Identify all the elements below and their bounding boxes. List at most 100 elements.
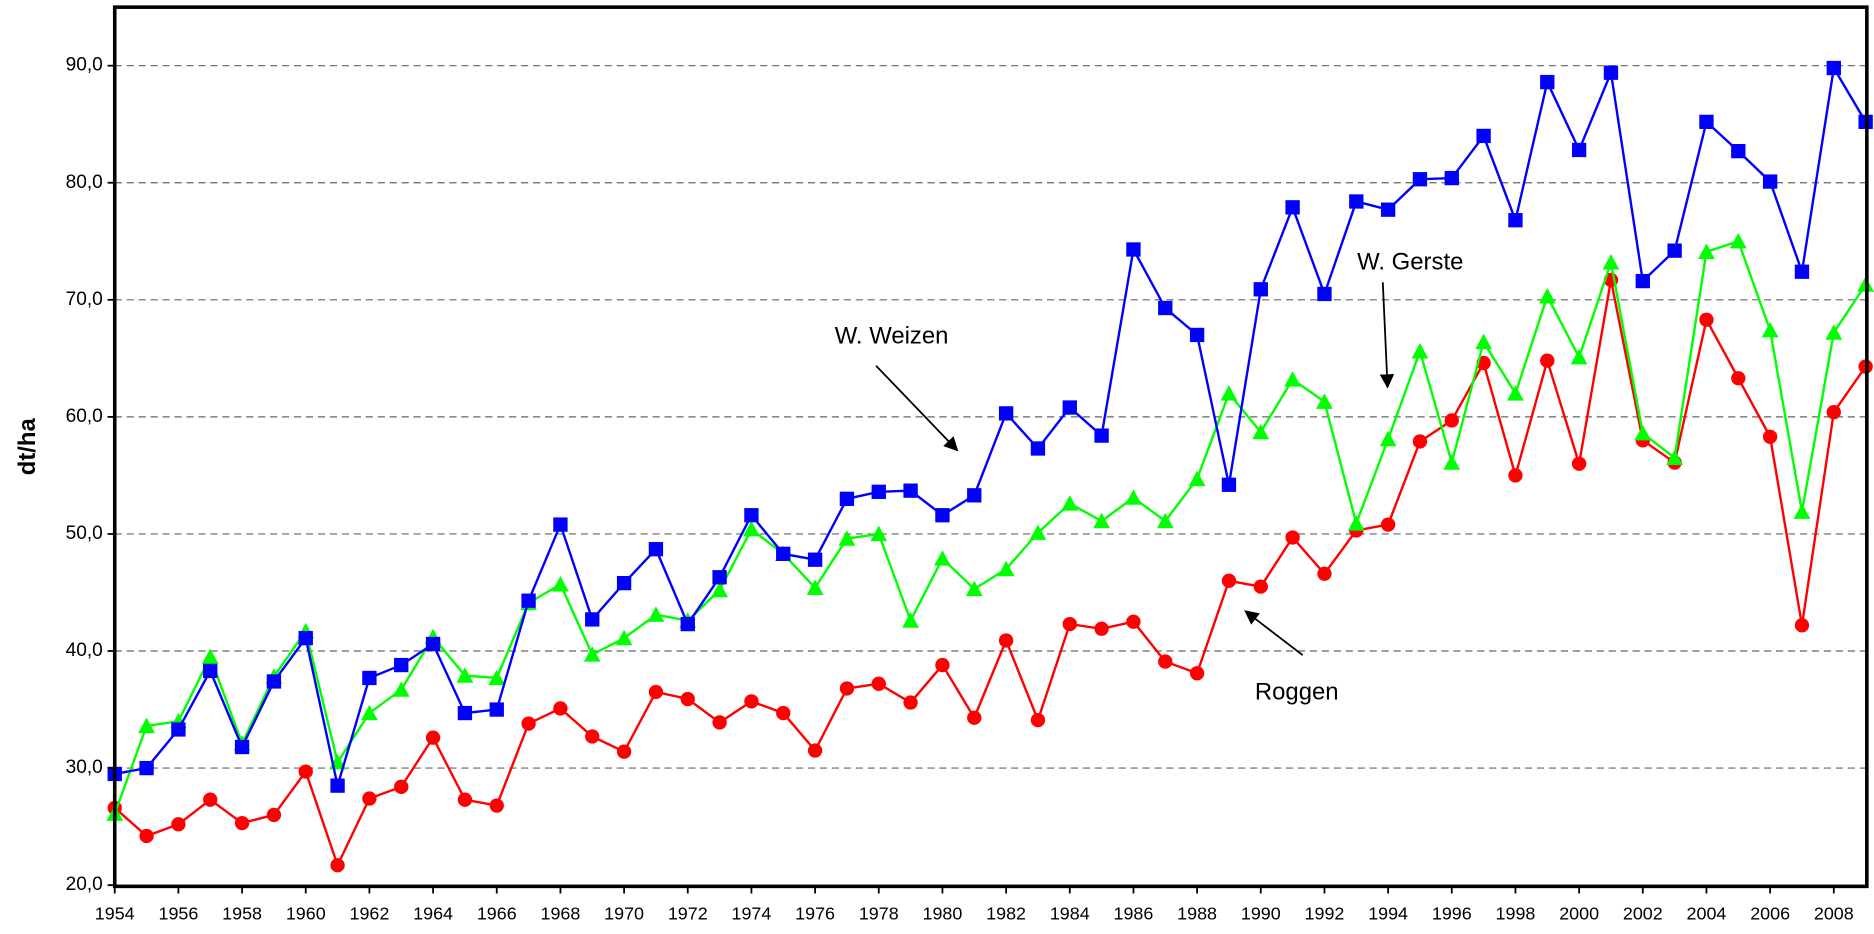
marker (1030, 441, 1046, 456)
marker (1540, 74, 1555, 90)
y-axis-label: dt/ha (14, 418, 41, 476)
marker (1603, 65, 1619, 80)
marker (1029, 524, 1047, 540)
marker (1347, 515, 1365, 531)
marker (330, 778, 345, 793)
marker (552, 575, 569, 592)
x-tick-label: 1970 (604, 904, 644, 924)
marker (902, 612, 919, 628)
x-tick-label: 1980 (923, 904, 963, 924)
x-tick-label: 1992 (1305, 904, 1345, 924)
marker (583, 646, 601, 662)
marker (521, 593, 536, 608)
x-tick-label: 2004 (1687, 904, 1727, 924)
marker (1540, 353, 1555, 368)
marker (456, 667, 474, 683)
marker (871, 484, 886, 499)
marker (616, 744, 632, 759)
marker (1729, 232, 1747, 249)
marker (1826, 60, 1841, 76)
marker (234, 739, 250, 755)
y-tick-label: 60,0 (66, 406, 103, 427)
y-tick-label: 50,0 (66, 523, 103, 544)
marker (839, 491, 855, 506)
marker (1666, 449, 1683, 466)
marker (1379, 430, 1397, 447)
marker (585, 729, 600, 744)
marker (680, 691, 695, 707)
y-tick-label: 40,0 (66, 640, 103, 661)
x-tick-label: 1976 (795, 904, 835, 924)
x-tick-label: 1998 (1496, 904, 1536, 924)
x-tick-label: 1988 (1177, 904, 1217, 924)
marker (648, 684, 664, 700)
marker (1476, 128, 1491, 144)
marker (1253, 579, 1268, 594)
marker (1188, 470, 1206, 487)
marker (776, 705, 791, 721)
plot (106, 60, 1874, 873)
marker (1062, 400, 1077, 415)
x-tick-label: 1966 (477, 904, 517, 924)
marker (680, 616, 695, 632)
marker (1699, 312, 1714, 327)
x-tick-label: 2006 (1750, 904, 1790, 924)
y-tick-label: 20,0 (66, 874, 103, 895)
marker (806, 579, 824, 595)
x-tick-label: 1996 (1432, 904, 1472, 924)
marker (553, 701, 568, 716)
x-tick-label: 1982 (986, 904, 1026, 924)
marker (935, 657, 950, 673)
marker (1158, 300, 1173, 316)
marker (1253, 282, 1268, 297)
y-tick-label: 70,0 (66, 289, 103, 310)
marker (615, 629, 633, 646)
marker (998, 633, 1014, 648)
annotation-arrow (1244, 610, 1304, 656)
marker (1220, 385, 1238, 401)
marker (1411, 342, 1429, 359)
marker (1699, 114, 1714, 130)
marker (997, 560, 1015, 577)
marker (1094, 621, 1109, 636)
marker (711, 581, 728, 598)
marker (1061, 495, 1079, 511)
x-tick-label: 2002 (1623, 904, 1663, 924)
marker (171, 817, 186, 832)
x-tick-label: 1984 (1050, 904, 1090, 924)
marker (1221, 477, 1237, 492)
marker (1508, 468, 1523, 483)
x-tick-label: 1986 (1114, 904, 1154, 924)
marker (553, 517, 568, 532)
marker (362, 791, 377, 806)
marker (1158, 654, 1173, 669)
marker (743, 520, 760, 537)
marker (266, 807, 282, 823)
marker (361, 704, 378, 721)
x-tick-label: 2000 (1559, 904, 1599, 924)
marker (394, 779, 409, 794)
marker (998, 406, 1014, 421)
marker (457, 705, 473, 721)
marker (1316, 393, 1333, 409)
marker (712, 570, 727, 585)
marker (903, 695, 918, 710)
marker (457, 792, 473, 807)
grid (114, 65, 1866, 769)
x-tick-label: 1960 (286, 904, 326, 924)
marker (425, 730, 441, 745)
marker (1380, 202, 1396, 217)
marker (648, 542, 664, 557)
marker (1794, 264, 1810, 279)
marker (1570, 348, 1588, 365)
marker (1189, 666, 1205, 681)
marker (1285, 530, 1300, 545)
marker (1508, 213, 1523, 228)
marker (266, 674, 282, 689)
marker (489, 702, 504, 717)
marker (138, 717, 155, 734)
annotation: W. Weizen (835, 322, 949, 349)
marker (1221, 573, 1237, 588)
marker (647, 606, 665, 622)
marker (203, 792, 218, 807)
